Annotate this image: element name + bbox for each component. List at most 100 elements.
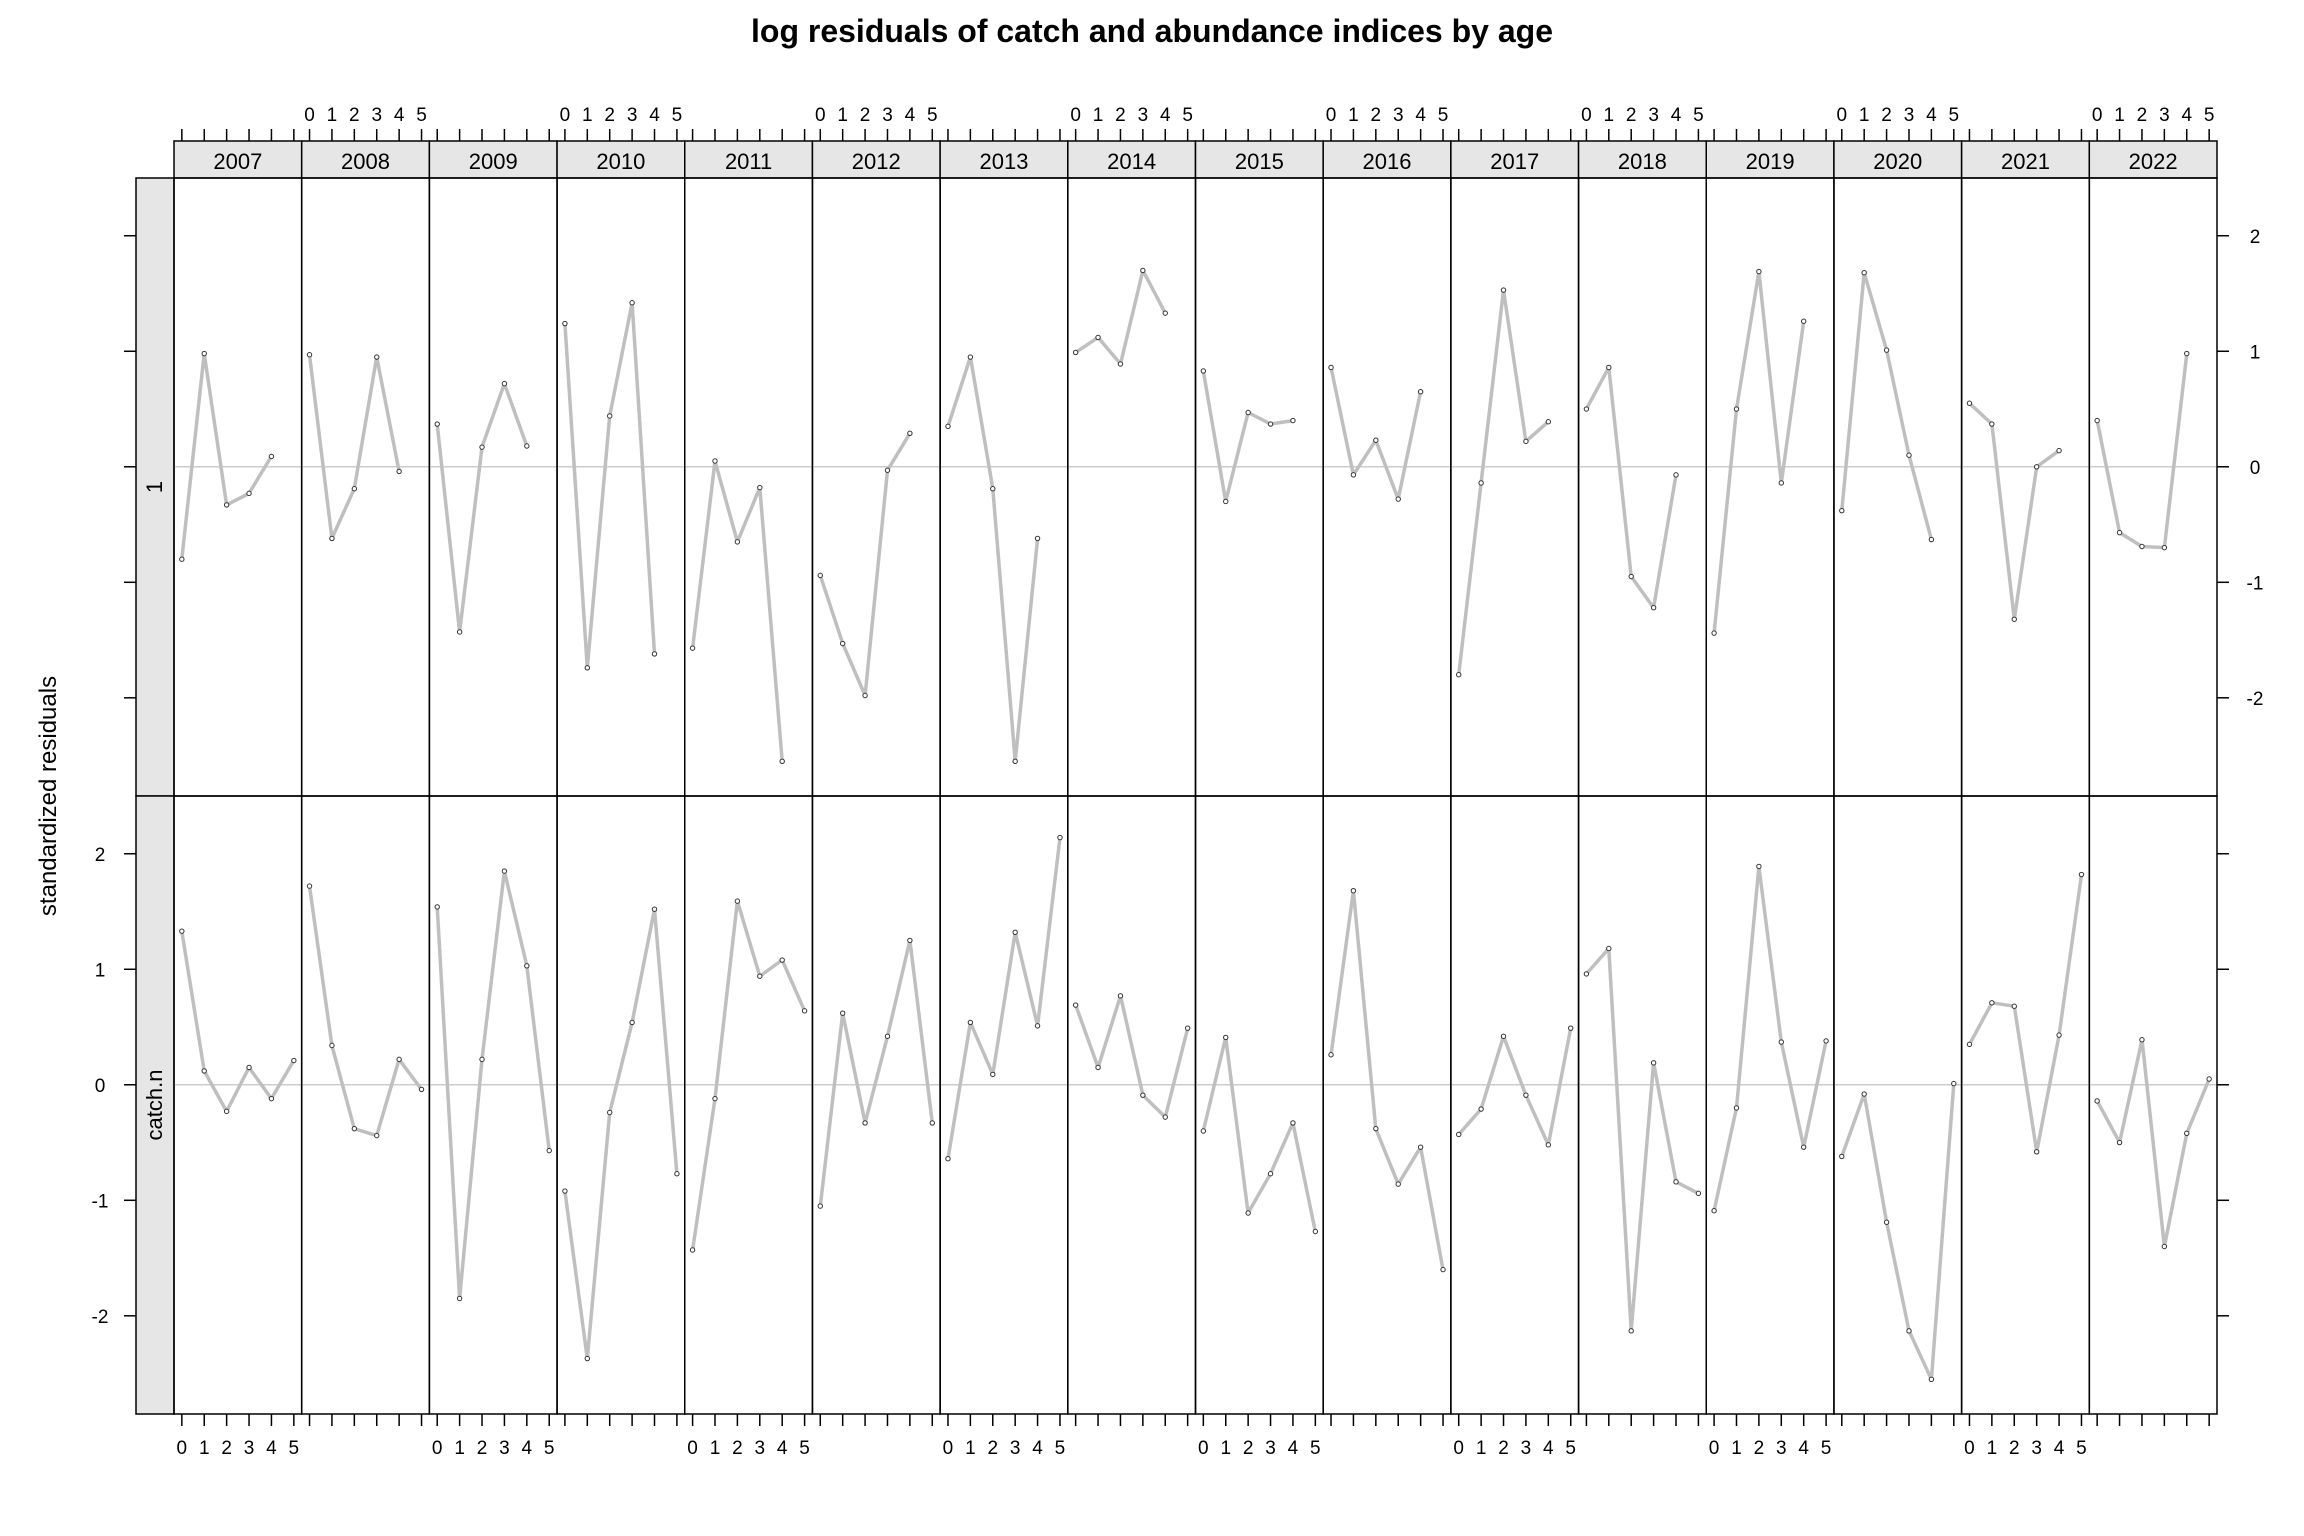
- x-tick-label-top: 4: [1415, 105, 1426, 126]
- data-point: [268, 1095, 275, 1102]
- x-tick-label-top: 4: [905, 105, 916, 126]
- x-tick-label-top: 0: [560, 105, 571, 126]
- data-point: [1650, 605, 1657, 611]
- data-point: [562, 1188, 568, 1194]
- data-point: [1072, 349, 1079, 356]
- data-point: [501, 380, 508, 387]
- data-point: [1072, 1002, 1079, 1008]
- data-point: [2011, 1003, 2017, 1009]
- data-point: [1350, 888, 1357, 894]
- year-label-2009: 2009: [469, 149, 518, 174]
- panel-1-2018: [1577, 795, 1707, 1415]
- data-point: [179, 556, 185, 562]
- data-point: [306, 352, 313, 358]
- data-point: [223, 502, 230, 508]
- panel-border: [1577, 177, 1707, 797]
- series-line: [563, 907, 679, 1361]
- data-point: [2184, 1130, 2190, 1137]
- data-point: [2078, 871, 2085, 878]
- y-tick-label-left: 0: [95, 1076, 106, 1097]
- data-point: [1823, 1038, 1829, 1044]
- data-point: [374, 1132, 380, 1139]
- panel-1-2017: [1450, 795, 1580, 1415]
- series-line: [1074, 994, 1190, 1119]
- x-tick-label-top: 1: [1604, 105, 1615, 126]
- year-strip-2018: [1577, 140, 1707, 179]
- x-tick-label-top: 4: [1926, 105, 1937, 126]
- x-tick-label-bottom: 3: [244, 1438, 255, 1459]
- x-tick-label-bottom: 0: [943, 1438, 954, 1459]
- data-point: [1800, 1144, 1807, 1150]
- data-point: [839, 640, 846, 647]
- y-tick-label-left: 1: [95, 960, 106, 981]
- data-point: [1673, 472, 1679, 478]
- year-strip-2007: [173, 140, 303, 179]
- data-point: [1883, 347, 1890, 353]
- data-point: [2056, 447, 2062, 454]
- x-tick-label-top: 1: [1093, 105, 1104, 126]
- series-line: [1712, 864, 1828, 1212]
- data-point: [907, 430, 913, 436]
- data-point: [1500, 1033, 1507, 1039]
- x-tick-label-bottom: 4: [777, 1438, 788, 1459]
- data-point: [2184, 350, 2190, 357]
- data-point: [1756, 268, 1762, 275]
- panel-1-2011: [684, 795, 814, 1415]
- x-tick-label-bottom: 5: [1055, 1438, 1066, 1459]
- panel-0-2021: [1960, 177, 2091, 797]
- data-point: [712, 458, 718, 464]
- data-point: [1095, 1064, 1101, 1071]
- data-point: [584, 665, 591, 671]
- data-point: [1839, 507, 1845, 514]
- data-point: [1440, 1266, 1446, 1273]
- year-label-2022: 2022: [2129, 149, 2178, 174]
- series-line: [307, 885, 423, 1138]
- panel-border: [939, 795, 1069, 1415]
- data-point: [434, 421, 440, 427]
- data-point: [1095, 334, 1101, 341]
- x-tick-label-top: 3: [1904, 105, 1915, 126]
- panel-0-2017: [1450, 177, 1580, 797]
- x-tick-label-top: 3: [882, 105, 893, 126]
- data-point: [651, 906, 658, 912]
- data-point: [2056, 1032, 2062, 1038]
- data-point: [1012, 929, 1018, 936]
- x-tick-label-bottom: 1: [1220, 1438, 1231, 1459]
- x-tick-label-top: 3: [371, 105, 382, 126]
- data-point: [734, 539, 741, 545]
- series-line: [1329, 367, 1423, 501]
- data-point: [268, 453, 275, 460]
- year-label-2019: 2019: [1746, 149, 1795, 174]
- data-point: [1395, 1181, 1401, 1187]
- y-tick-label-right: 1: [2250, 342, 2261, 363]
- year-label-2016: 2016: [1363, 149, 1412, 174]
- data-point: [862, 1120, 868, 1126]
- x-tick-label-bottom: 0: [1198, 1438, 1209, 1459]
- data-point: [1861, 270, 1867, 276]
- data-point: [712, 1095, 718, 1102]
- x-tick-label-bottom: 3: [1265, 1438, 1276, 1459]
- y-tick-label-right: 2: [2250, 227, 2261, 248]
- x-tick-label-top: 5: [927, 105, 938, 126]
- x-tick-label-top: 5: [1948, 105, 1959, 126]
- data-point: [1223, 498, 1229, 505]
- data-point: [1778, 480, 1784, 486]
- data-point: [801, 1008, 808, 1014]
- series-line: [2095, 1037, 2211, 1249]
- year-label-2013: 2013: [979, 149, 1028, 174]
- series-line: [1584, 365, 1678, 610]
- x-tick-label-bottom: 0: [1964, 1438, 1975, 1459]
- x-tick-label-bottom: 1: [1476, 1438, 1487, 1459]
- data-point: [1928, 536, 1935, 543]
- data-point: [1628, 1328, 1634, 1334]
- series-line: [818, 938, 935, 1207]
- x-tick-label-top: 1: [837, 105, 848, 126]
- panel-1-2020: [1833, 795, 1963, 1415]
- x-tick-label-bottom: 0: [687, 1438, 698, 1459]
- data-point: [2094, 1098, 2100, 1104]
- x-tick-label-top: 3: [1648, 105, 1659, 126]
- data-point: [689, 1247, 696, 1253]
- series-line: [690, 899, 807, 1251]
- panel-0-2014: [1067, 177, 1197, 797]
